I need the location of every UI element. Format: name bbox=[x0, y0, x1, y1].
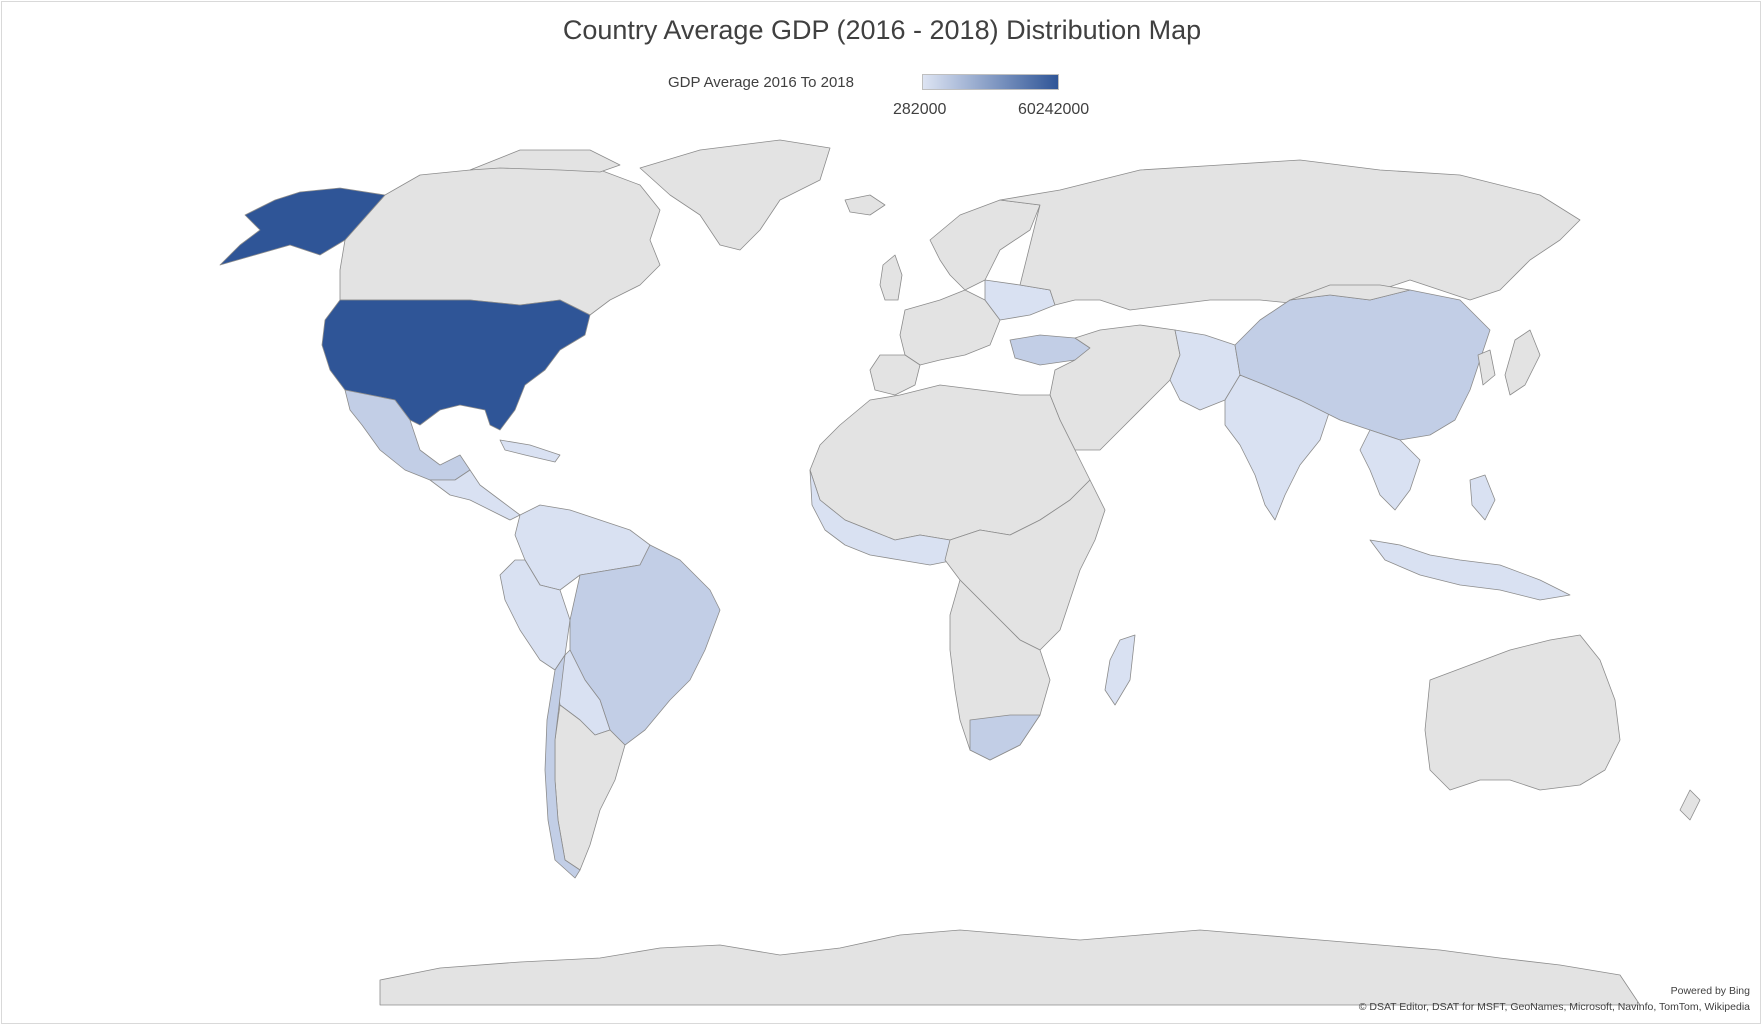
region-indonesia bbox=[1369, 539, 1571, 601]
region-western-europe bbox=[899, 289, 1001, 366]
region-antarctica bbox=[379, 929, 1641, 1006]
region-scandinavia bbox=[929, 199, 1041, 291]
region-arctic-islands bbox=[469, 149, 621, 173]
map-title: Country Average GDP (2016 - 2018) Distri… bbox=[562, 15, 1202, 45]
region-southeast-asia bbox=[1359, 429, 1421, 511]
legend-color-scale bbox=[922, 74, 1059, 90]
region-caribbean bbox=[499, 439, 561, 463]
region-korea bbox=[1477, 349, 1496, 386]
region-greenland bbox=[639, 139, 831, 251]
legend-min-value: 282000 bbox=[893, 101, 947, 118]
map-data-attribution: © DSAT Editor, DSAT for MSFT, GeoNames, … bbox=[1358, 1001, 1750, 1013]
legend-max-value: 60242000 bbox=[1018, 101, 1090, 118]
region-united-states bbox=[321, 299, 591, 431]
region-new-zealand bbox=[1679, 789, 1701, 821]
region-middle-east bbox=[1049, 324, 1181, 451]
region-iceland bbox=[844, 194, 886, 216]
region-afghanistan-pakistan bbox=[1169, 329, 1241, 411]
region-russia bbox=[999, 159, 1581, 311]
legend-label: GDP Average 2016 To 2018 bbox=[668, 74, 854, 91]
region-madagascar bbox=[1104, 634, 1136, 706]
region-alaska bbox=[219, 187, 386, 266]
region-south-africa bbox=[969, 714, 1041, 761]
region-philippines bbox=[1469, 474, 1496, 521]
region-united-kingdom bbox=[879, 254, 903, 301]
region-chile bbox=[544, 654, 581, 879]
region-mongolia bbox=[1289, 284, 1411, 301]
region-canada bbox=[339, 159, 661, 316]
region-japan bbox=[1504, 329, 1541, 396]
region-australia bbox=[1424, 634, 1621, 791]
region-iberia bbox=[869, 354, 921, 396]
powered-by-bing: Powered by Bing bbox=[1670, 985, 1750, 997]
